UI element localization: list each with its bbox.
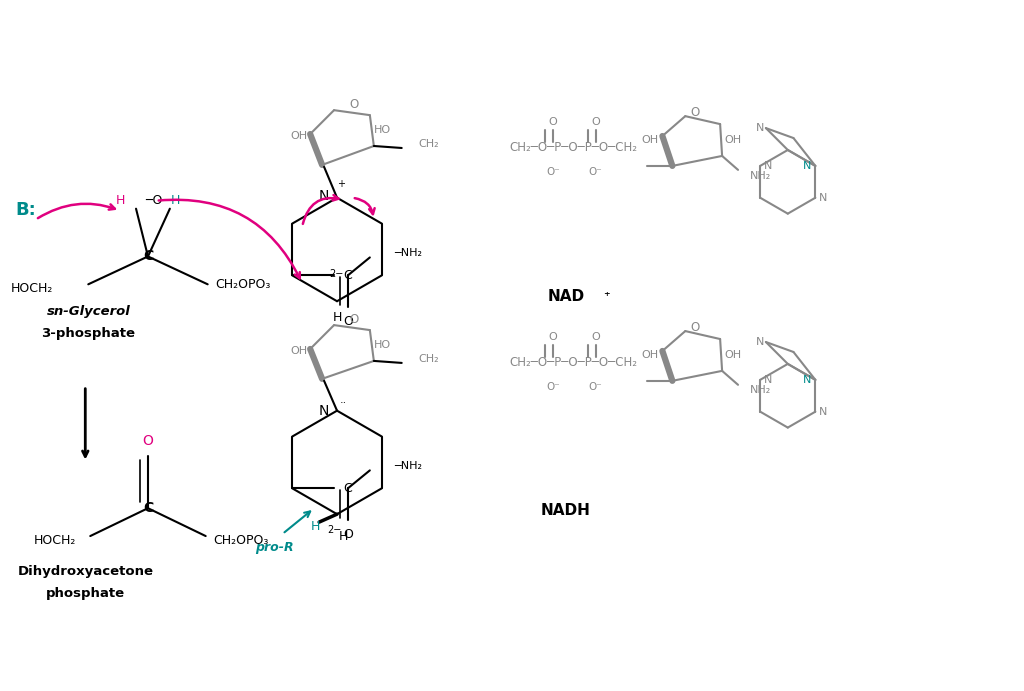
Text: N: N — [764, 375, 772, 385]
Text: N: N — [819, 407, 827, 417]
Text: N: N — [318, 189, 329, 202]
Text: 2−: 2− — [327, 525, 341, 535]
Text: NH₂: NH₂ — [750, 385, 771, 395]
Text: CH₂OPO₃: CH₂OPO₃ — [216, 278, 271, 291]
Text: NAD: NAD — [547, 289, 585, 304]
Text: NADH: NADH — [541, 502, 591, 518]
Text: O: O — [549, 332, 557, 342]
Text: N: N — [764, 161, 772, 171]
Text: pro-R: pro-R — [255, 542, 294, 554]
Text: CH₂─O─P─O─P─O─CH₂: CH₂─O─P─O─P─O─CH₂ — [509, 357, 637, 370]
Text: OH: OH — [724, 135, 741, 145]
Text: N: N — [819, 193, 827, 202]
Text: HOCH₂: HOCH₂ — [34, 533, 77, 547]
Text: 2−: 2− — [329, 269, 343, 279]
Text: ⁺: ⁺ — [603, 290, 609, 303]
Text: H: H — [310, 520, 319, 533]
Text: ─NH₂: ─NH₂ — [393, 462, 422, 471]
Text: C: C — [344, 482, 352, 495]
Text: O⁻: O⁻ — [546, 167, 560, 177]
Text: ─O: ─O — [145, 194, 163, 207]
Text: O: O — [349, 312, 358, 325]
Text: CH₂: CH₂ — [419, 354, 439, 364]
Text: O: O — [343, 314, 353, 328]
Text: H: H — [171, 194, 180, 207]
Text: O⁻: O⁻ — [546, 382, 560, 392]
Text: C: C — [142, 501, 154, 515]
Text: O: O — [592, 117, 600, 127]
Text: O: O — [592, 332, 600, 342]
Text: CH₂─O─P─O─P─O─CH₂: CH₂─O─P─O─P─O─CH₂ — [509, 142, 637, 155]
Text: O⁻: O⁻ — [589, 382, 602, 392]
Text: H: H — [338, 529, 348, 542]
Text: N: N — [756, 123, 764, 133]
Text: ··: ·· — [339, 398, 346, 408]
Text: HO: HO — [374, 340, 391, 350]
Text: H: H — [333, 311, 342, 323]
Text: NH₂: NH₂ — [750, 171, 771, 181]
Text: N: N — [803, 161, 811, 171]
Text: H: H — [116, 194, 125, 207]
Text: phosphate: phosphate — [46, 587, 125, 600]
Text: Dihydroxyacetone: Dihydroxyacetone — [17, 565, 154, 578]
Text: N: N — [756, 337, 764, 347]
Text: OH: OH — [290, 131, 307, 141]
Text: CH₂: CH₂ — [419, 139, 439, 149]
Text: N: N — [803, 375, 811, 385]
Text: O: O — [690, 106, 699, 119]
Text: CH₂OPO₃: CH₂OPO₃ — [214, 533, 269, 547]
Text: HO: HO — [374, 125, 391, 135]
Text: N: N — [318, 404, 329, 417]
Text: HOCH₂: HOCH₂ — [11, 282, 53, 295]
Text: sn-Glycerol: sn-Glycerol — [46, 305, 130, 318]
Text: OH: OH — [641, 135, 658, 145]
Text: O: O — [690, 321, 699, 334]
Text: O: O — [142, 433, 154, 448]
Text: C: C — [142, 249, 154, 263]
Text: O: O — [549, 117, 557, 127]
Text: O: O — [343, 527, 353, 540]
Text: O⁻: O⁻ — [589, 167, 602, 177]
Text: ─NH₂: ─NH₂ — [393, 249, 422, 258]
Text: 3-phosphate: 3-phosphate — [41, 327, 135, 339]
Text: +: + — [337, 179, 345, 189]
Text: OH: OH — [724, 350, 741, 360]
Text: OH: OH — [641, 350, 658, 360]
Text: B:: B: — [15, 200, 36, 218]
Text: C: C — [344, 269, 352, 282]
Text: O: O — [349, 97, 358, 111]
Text: OH: OH — [290, 346, 307, 356]
